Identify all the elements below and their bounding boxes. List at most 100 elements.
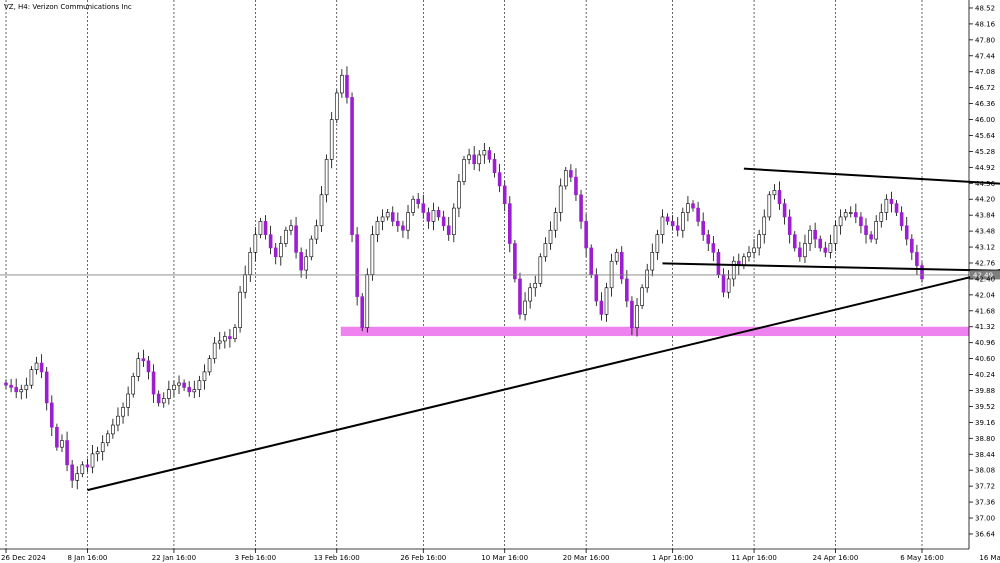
candle-bear [487, 150, 492, 160]
candle-bull [614, 252, 619, 262]
candle-bull [523, 300, 527, 315]
support-zone-band [340, 326, 969, 337]
candle-bear [706, 234, 711, 244]
candle-bull [19, 389, 24, 393]
candle-bear [513, 243, 517, 280]
candle-bear [44, 371, 49, 404]
price-axis: 48.52 48.16 47.80 47.44 47.08 46.72 46.36 46.00… [968, 0, 996, 549]
candle-bull [452, 207, 456, 235]
time-tick-label: 3 Feb 16:00 [235, 554, 276, 562]
current-price-line: 42.49 [0, 270, 1000, 280]
candle-bear [441, 216, 446, 227]
candle-bull [482, 150, 487, 156]
candle-bear [889, 198, 894, 204]
candle-bull [253, 234, 258, 253]
candle-bull [681, 212, 685, 231]
time-tick-label: 11 Apr 16:00 [731, 554, 777, 562]
candle-bull [609, 260, 614, 289]
candle-bull [772, 190, 777, 196]
time-tick-label: 1 Apr 16:00 [652, 554, 693, 562]
candle-bear [360, 296, 365, 328]
candle-bear [619, 252, 624, 280]
current-price-label: 42.49 [973, 271, 993, 279]
candle-bear [915, 252, 919, 266]
candle-bear [823, 247, 828, 253]
candle-bull [258, 221, 263, 235]
current-price-tag [970, 270, 1000, 280]
candle-bull [131, 376, 136, 395]
price-tick-label: 48.52 [975, 4, 995, 12]
candle-bear [792, 234, 797, 249]
price-tick-label: 46.72 [975, 84, 995, 92]
price-tick-label: 45.28 [975, 148, 995, 156]
time-axis: 26 Dec 2024 8 Jan 16:00 22 Jan 16:00 3 Feb … [0, 548, 1000, 562]
candle-bull [884, 198, 889, 213]
candle-bear [421, 203, 426, 213]
candle-bull [243, 274, 247, 293]
candle-bull [477, 154, 482, 165]
candle-bull [457, 181, 461, 209]
candle-bull [223, 336, 227, 342]
candle-bear [436, 210, 441, 218]
price-tick-label: 38.08 [975, 467, 995, 475]
candle-bear [920, 265, 924, 280]
candle-bull [24, 384, 29, 390]
candle-bull [462, 159, 466, 182]
candle-bear [497, 172, 502, 187]
candle-bull [314, 225, 319, 240]
candle-bear [294, 225, 298, 253]
time-tick-label: 22 Jan 16:00 [152, 554, 196, 562]
trendline [743, 167, 1000, 185]
price-tick-label: 37.36 [975, 499, 996, 507]
candle-bear [350, 97, 354, 235]
candle-bear [228, 336, 232, 339]
price-tick-label: 42.40 [975, 275, 995, 283]
candle-bear [39, 362, 44, 373]
candle-bull [731, 260, 736, 280]
candles-layer [4, 66, 924, 490]
price-tick-label: 41.32 [975, 323, 995, 331]
candle-bear [711, 243, 716, 253]
candle-bull [136, 358, 141, 377]
price-tick-label: 47.80 [975, 36, 995, 44]
candle-bear [14, 387, 18, 393]
price-tick-label: 39.88 [975, 387, 995, 395]
candle-bull [538, 256, 543, 284]
time-tick-label: 20 Mar 16:00 [563, 554, 610, 562]
price-tick-label: 43.48 [975, 228, 995, 236]
time-tick-label: 13 Feb 16:00 [314, 554, 360, 562]
candle-bear [701, 221, 705, 235]
candle-bear [854, 212, 858, 218]
candle-bear [85, 464, 90, 468]
price-tick-label: 40.24 [975, 371, 996, 379]
candle-bull [380, 216, 385, 222]
candle-bull [111, 424, 115, 435]
trendline [662, 262, 1000, 272]
price-tick-label: 40.96 [975, 339, 996, 347]
candle-bear [299, 252, 303, 271]
price-tick-label: 44.56 [975, 180, 996, 188]
candle-bull [543, 243, 548, 258]
candle-bull [843, 212, 848, 218]
candle-bear [665, 216, 670, 222]
candle-bear [492, 159, 497, 173]
candle-bull [431, 210, 436, 222]
candle-bull [75, 473, 80, 481]
candle-bull [116, 415, 120, 426]
price-tick-label: 44.92 [975, 164, 995, 172]
candle-bear [263, 221, 268, 235]
candle-bull [304, 256, 309, 271]
candle-bear [910, 238, 914, 253]
candle-bull [202, 371, 207, 382]
candle-bear [904, 225, 909, 240]
candle-bull [340, 74, 344, 94]
candle-bear [569, 170, 573, 178]
candle-bull [197, 380, 202, 390]
candle-bull [324, 159, 329, 196]
candle-bull [34, 362, 39, 370]
candle-bear [55, 426, 59, 448]
candle-bear [4, 382, 8, 386]
candle-bear [345, 74, 349, 98]
